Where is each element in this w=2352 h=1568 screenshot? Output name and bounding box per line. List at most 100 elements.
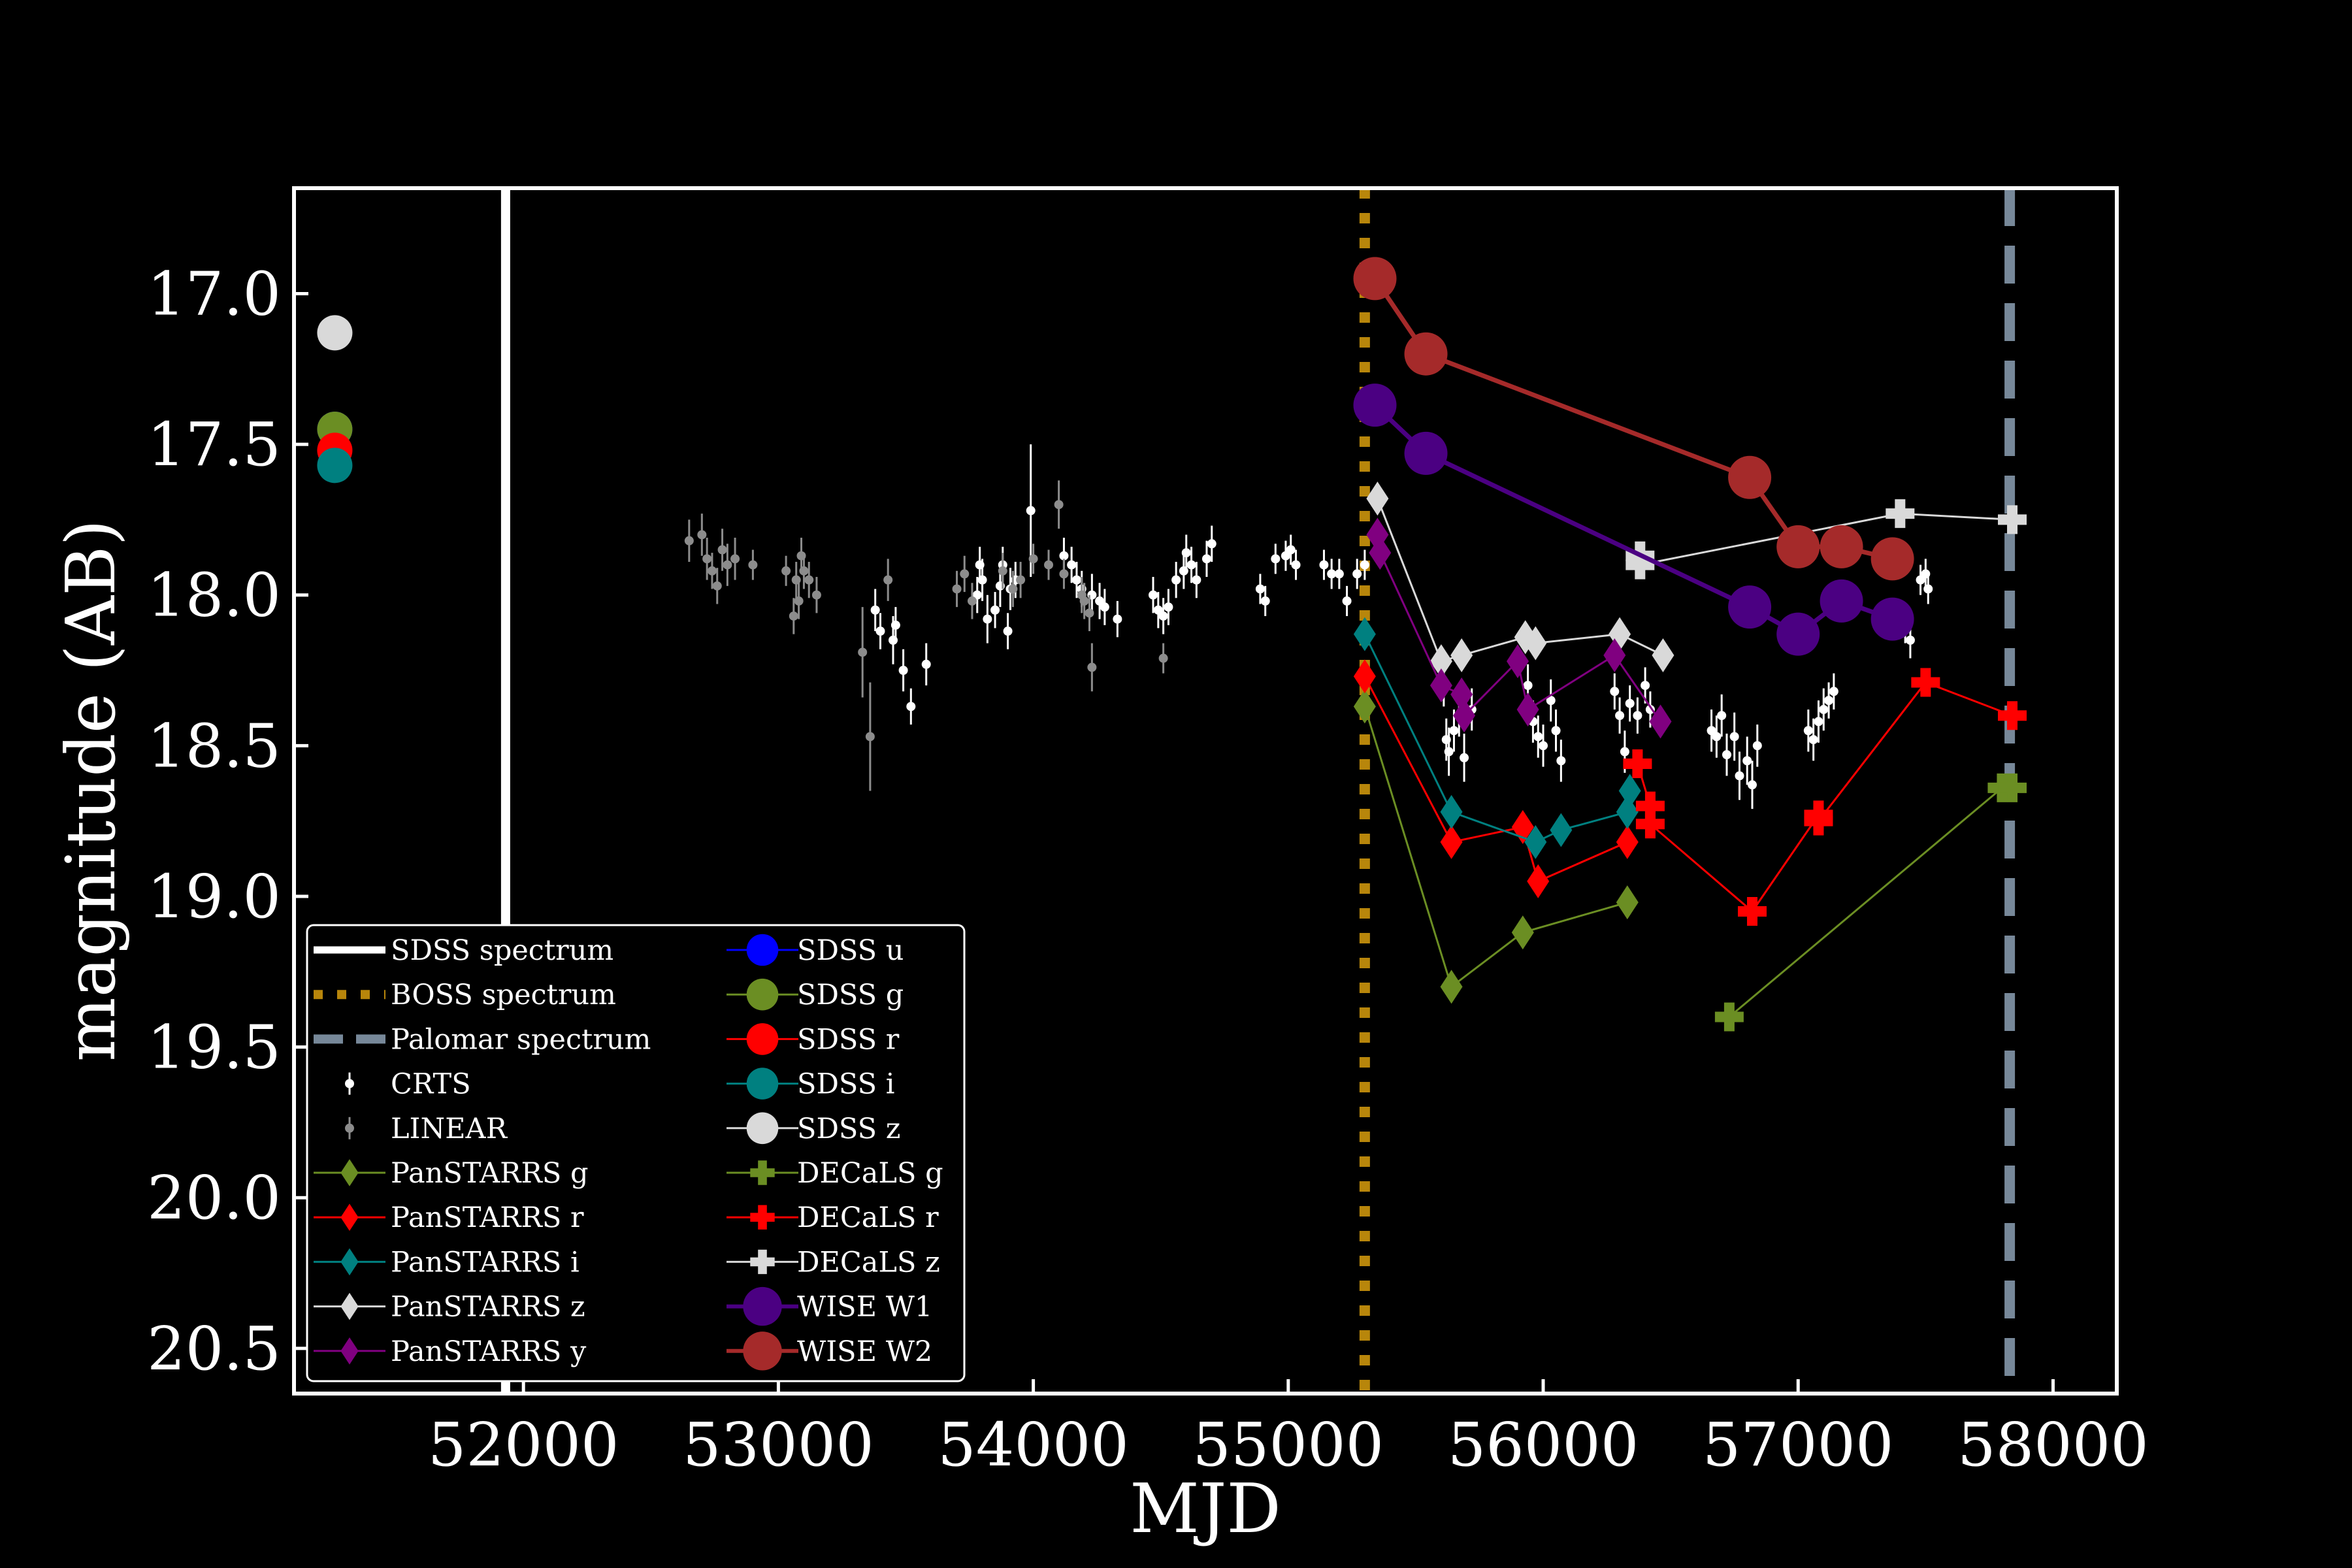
legend-item-decals-z: DECaLS z: [727, 1246, 940, 1279]
axis-ticks: 52000 53000 54000 55000 56000 57000 58000 17.0 1…: [147, 259, 2149, 1480]
panstarrs-z-point: [1366, 482, 1389, 516]
wise-w2-point: [1353, 257, 1397, 301]
y-tick-label: 20.5: [147, 1314, 281, 1384]
linear-point: [791, 575, 801, 585]
crts-point: [1271, 554, 1281, 564]
panstarrs-g-point: [1353, 689, 1376, 724]
x-tick-label: 52000: [428, 1410, 619, 1480]
crts-point: [1610, 687, 1620, 696]
panstarrs-z-point: [1524, 626, 1547, 661]
crts-point: [1523, 681, 1533, 691]
legend-item-wise-w2: WISE W2: [727, 1331, 932, 1371]
crts-point: [1748, 780, 1757, 790]
legend-label: DECaLS r: [797, 1201, 939, 1234]
panstarrs-g-point: [1440, 970, 1463, 1004]
crts-point: [1334, 569, 1344, 579]
linear-point: [789, 611, 798, 621]
linear-point: [781, 566, 791, 576]
legend-item-boss-spectrum: BOSS spectrum: [314, 979, 616, 1011]
legend-item-linear: LINEAR: [345, 1113, 508, 1145]
legend-handle-marker: [750, 1205, 775, 1230]
crts-point: [1742, 756, 1752, 766]
crts-point: [1059, 551, 1069, 561]
crts-point: [1752, 741, 1762, 751]
panstarrs-g-point: [1616, 885, 1639, 920]
crts-point: [1026, 506, 1036, 515]
legend-label: SDSS spectrum: [391, 934, 613, 967]
y-tick-label: 20.0: [147, 1163, 281, 1233]
legend-handle-marker: [345, 1079, 354, 1088]
linear-point: [697, 530, 707, 540]
wise-w1-point: [1728, 585, 1772, 629]
decals-r-point: [1911, 668, 1940, 697]
crts-point: [1633, 711, 1642, 721]
decals-r-point: [1623, 749, 1652, 778]
y-tick-label: 19.5: [147, 1013, 281, 1083]
legend-label: PanSTARRS y: [391, 1335, 587, 1368]
decals-z-point: [1625, 550, 1655, 580]
crts-point: [1207, 539, 1217, 549]
legend-item-sdss-g: SDSS g: [727, 978, 904, 1011]
wise-w2-series: [1353, 257, 1914, 581]
crts-point: [1342, 596, 1352, 606]
legend-handle-marker: [746, 1068, 779, 1100]
legend-label: SDSS i: [797, 1068, 895, 1101]
linear-point: [1054, 500, 1064, 510]
panstarrs-i-point: [1353, 617, 1376, 651]
sdss-z-point: [317, 315, 353, 351]
crts-point: [1260, 596, 1270, 606]
x-axis-label: MJD: [1130, 1469, 1281, 1548]
crts-point: [1067, 560, 1077, 570]
linear-point: [723, 560, 732, 570]
linear-point: [1087, 662, 1097, 672]
legend-label: PanSTARRS z: [391, 1291, 585, 1324]
crts-point: [1707, 726, 1716, 736]
x-tick-label: 53000: [683, 1410, 874, 1480]
crts-point: [921, 659, 931, 669]
y-tick-label: 18.0: [147, 561, 281, 630]
crts-point: [1360, 560, 1369, 570]
crts-point: [1003, 627, 1013, 636]
panstarrs-i-point: [1524, 825, 1547, 859]
crts-point: [1717, 711, 1727, 721]
legend-item-palomar-spectrum: Palomar spectrum: [314, 1023, 651, 1056]
linear-point: [883, 575, 893, 585]
linear-point: [717, 545, 727, 555]
sdss-z-series: [317, 315, 353, 351]
legend-label: CRTS: [391, 1068, 471, 1101]
y-tick-label: 17.0: [147, 259, 281, 329]
wise-w1-point: [1870, 597, 1914, 641]
panstarrs-y-point: [1603, 638, 1626, 672]
wise-w1-point: [1776, 612, 1820, 656]
crts-point: [870, 605, 880, 615]
legend-label: PanSTARRS r: [391, 1201, 584, 1234]
crts-point: [1201, 554, 1211, 564]
crts-point: [990, 605, 1000, 615]
legend-box: [306, 924, 966, 1382]
linear-point: [1044, 560, 1054, 570]
panstarrs-z-series: [1366, 482, 1674, 679]
crts-point: [1192, 575, 1201, 585]
decals-g-series: [1714, 773, 2027, 1032]
legend-label: LINEAR: [391, 1113, 508, 1145]
decals-r-point: [1738, 897, 1767, 926]
linear-point: [794, 596, 804, 606]
linear-point: [1059, 569, 1069, 579]
legend-handle-marker: [340, 1248, 359, 1276]
wise-w1-series: [1353, 384, 1914, 656]
crts-point: [1641, 681, 1650, 691]
legend-label: WISE W2: [797, 1335, 932, 1368]
crts-point: [1625, 698, 1635, 708]
crts-point: [1615, 711, 1625, 721]
crts-point: [1095, 596, 1105, 606]
crts-point: [1923, 584, 1933, 594]
linear-point: [811, 590, 821, 600]
legend-handle-marker: [750, 1160, 775, 1185]
panstarrs-g-point: [1511, 915, 1534, 950]
crts-point: [1352, 569, 1362, 579]
linear-point: [730, 554, 740, 564]
legend-label: DECaLS z: [797, 1246, 940, 1279]
crts-point: [1186, 560, 1196, 570]
panstarrs-i-point: [1550, 813, 1573, 847]
crts-point: [1824, 696, 1834, 706]
